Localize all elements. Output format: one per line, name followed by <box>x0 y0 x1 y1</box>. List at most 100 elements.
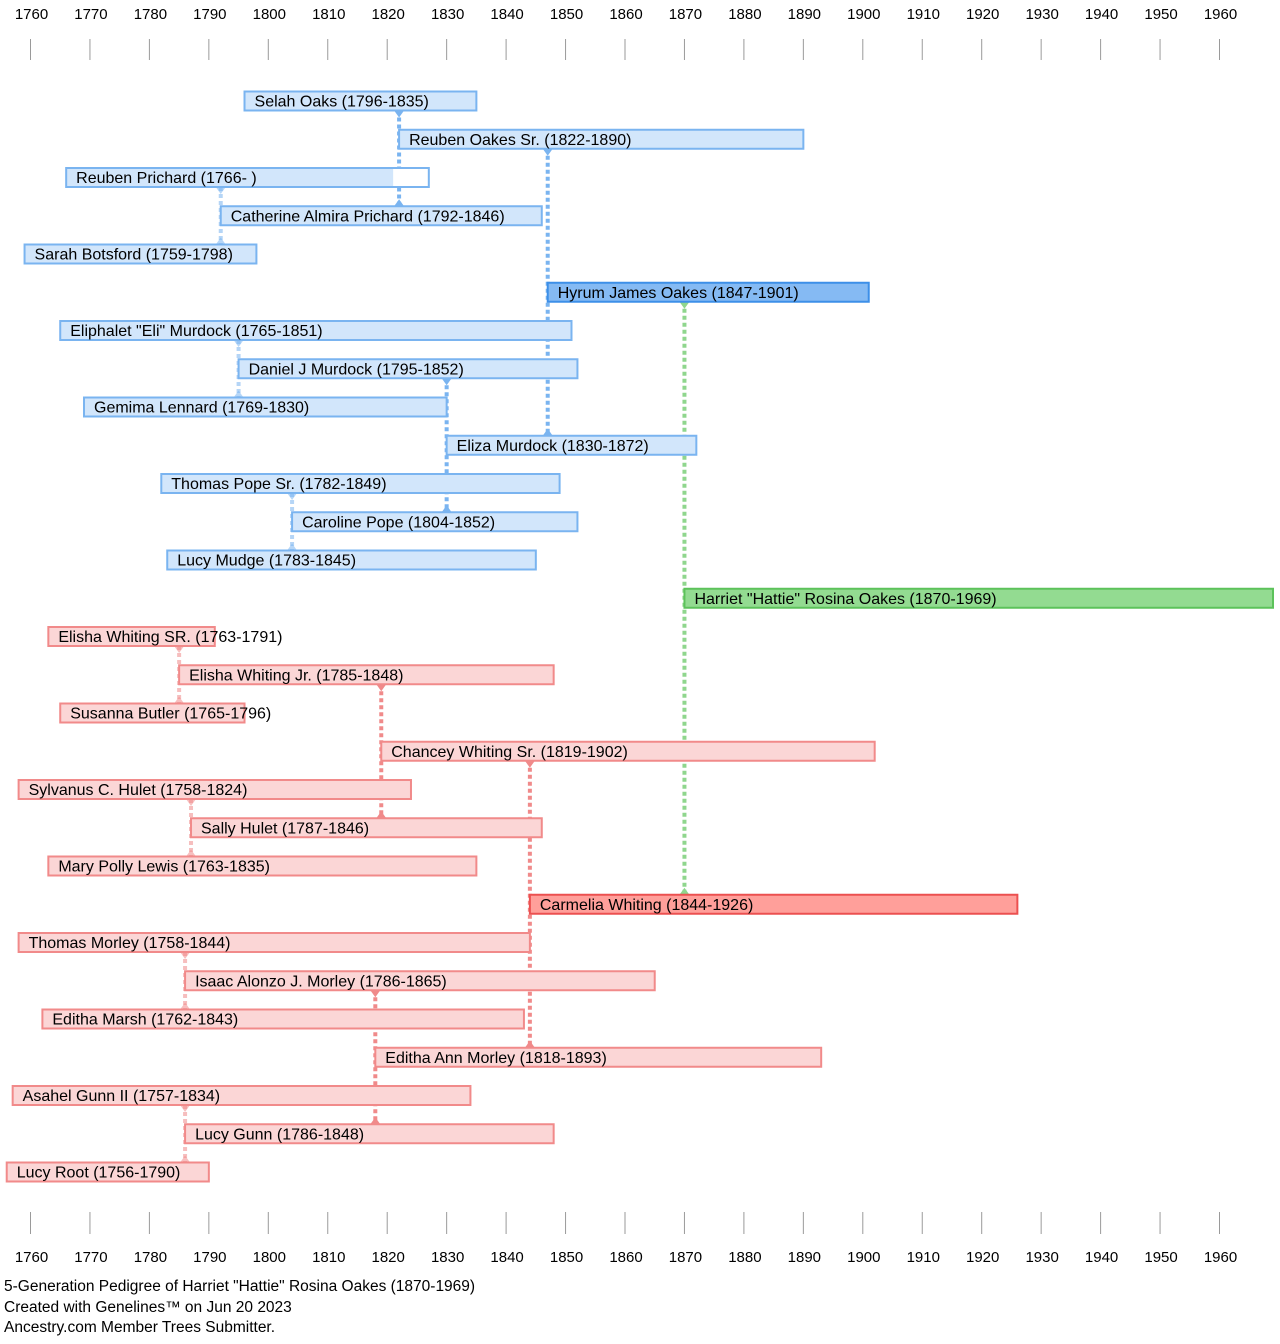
person-bar-hyrum[interactable]: Hyrum James Oakes (1847-1901) <box>546 281 870 303</box>
person-bar-carmelia[interactable]: Carmelia Whiting (1844-1926) <box>528 893 1019 915</box>
person-label: Harriet "Hattie" Rosina Oakes (1870-1969… <box>694 591 996 608</box>
person-label: Gemima Lennard (1769-1830) <box>94 400 309 417</box>
year-tick-label: 1770 <box>74 1249 107 1266</box>
person-bar-chancey[interactable]: Chancey Whiting Sr. (1819-1902) <box>380 740 876 762</box>
bar-fill <box>17 779 412 800</box>
year-tick-label: 1800 <box>253 1249 286 1266</box>
year-tick-label: 1910 <box>907 6 940 23</box>
person-bar-editha_ann[interactable]: Editha Ann Morley (1818-1893) <box>374 1046 823 1068</box>
person-bar-elisha_sr[interactable]: Elisha Whiting SR. (1763-1791) <box>47 626 282 647</box>
person-label: Lucy Mudge (1783-1845) <box>177 553 356 570</box>
year-tick-label: 1920 <box>966 6 999 23</box>
person-bar-reuben_prichard[interactable]: Reuben Prichard (1766- ) <box>65 167 430 188</box>
connector-arrow-up <box>542 428 553 436</box>
connector-arrow-up <box>441 505 452 513</box>
bar-fill <box>47 626 216 647</box>
connector-arrow-down <box>233 340 244 347</box>
person-bar-catherine[interactable]: Catherine Almira Prichard (1792-1846) <box>219 205 543 227</box>
connector-arrow-up <box>287 543 298 551</box>
bar-fill <box>190 817 543 839</box>
person-label: Selah Oaks (1796-1835) <box>255 94 429 111</box>
year-tick-label: 1840 <box>490 6 523 23</box>
year-tick-label: 1880 <box>728 1249 761 1266</box>
bar-fill <box>47 855 478 877</box>
year-tick-label: 1840 <box>490 1249 523 1266</box>
person-bar-sarah[interactable]: Sarah Botsford (1759-1798) <box>23 243 258 265</box>
connector-arrow-up <box>376 811 387 819</box>
year-tick-label: 1960 <box>1204 6 1237 23</box>
top-year-axis: 1760 1770 1780 1790 1800 1810 1820 1830 1840 1850… <box>15 6 1237 60</box>
bar-fill <box>83 396 448 418</box>
person-label: Reuben Prichard (1766- ) <box>76 170 257 187</box>
person-bar-sally[interactable]: Sally Hulet (1787-1846) <box>190 817 543 839</box>
connector-arrow-up <box>233 390 244 398</box>
bar-fill <box>528 893 1019 915</box>
person-bar-daniel[interactable]: Daniel J Murdock (1795-1852) <box>237 358 579 380</box>
year-tick-label: 1820 <box>372 6 405 23</box>
person-bar-thomas_pope[interactable]: Thomas Pope Sr. (1782-1849) <box>160 473 561 494</box>
year-tick-label: 1940 <box>1085 1249 1118 1266</box>
person-bar-editha_marsh[interactable]: Editha Marsh (1762-1843) <box>41 1008 525 1030</box>
year-tick-label: 1790 <box>193 6 226 23</box>
person-bar-eliphalet[interactable]: Eliphalet "Eli" Murdock (1765-1851) <box>59 320 573 341</box>
connector-arrow-down <box>370 990 381 998</box>
person-bar-lucy_root[interactable]: Lucy Root (1756-1790) <box>5 1161 210 1183</box>
person-label: Lucy Root (1756-1790) <box>17 1165 181 1182</box>
connector-arrow-down <box>180 952 191 959</box>
year-tick-label: 1790 <box>193 1249 226 1266</box>
bar-fill <box>546 281 870 303</box>
bottom-year-axis: 1760 1770 1780 1790 1800 1810 1820 1830 1840 1850… <box>15 1212 1237 1266</box>
bar-fill <box>11 1085 472 1106</box>
person-bar-selah[interactable]: Selah Oaks (1796-1835) <box>243 90 478 112</box>
year-tick-label: 1810 <box>312 6 345 23</box>
bar-fill <box>23 243 258 265</box>
year-tick-label: 1960 <box>1204 1249 1237 1266</box>
connector-arrow-up <box>524 1040 535 1048</box>
connector-arrow-down <box>376 684 387 692</box>
person-bar-lucy_gunn[interactable]: Lucy Gunn (1786-1848) <box>184 1123 555 1145</box>
bar-fill <box>66 168 394 187</box>
person-label: Thomas Morley (1758-1844) <box>29 935 231 952</box>
connector-arrow-down <box>215 187 226 194</box>
year-tick-label: 1780 <box>134 1249 167 1266</box>
person-bar-elisha_jr[interactable]: Elisha Whiting Jr. (1785-1848) <box>178 664 555 686</box>
bar-fill <box>160 473 561 494</box>
year-tick-label: 1950 <box>1144 6 1177 23</box>
person-bar-thomas_morley[interactable]: Thomas Morley (1758-1844) <box>17 932 531 953</box>
year-tick-label: 1900 <box>847 6 880 23</box>
year-tick-label: 1870 <box>669 1249 702 1266</box>
year-tick-label: 1850 <box>550 1249 583 1266</box>
year-tick-label: 1860 <box>609 1249 642 1266</box>
year-tick-label: 1900 <box>847 1249 880 1266</box>
person-bar-reuben_sr[interactable]: Reuben Oakes Sr. (1822-1890) <box>398 128 805 150</box>
person-label: Daniel J Murdock (1795-1852) <box>249 361 464 378</box>
footer-title: 5-Generation Pedigree of Harriet "Hattie… <box>4 1278 476 1295</box>
year-tick-label: 1830 <box>431 6 464 23</box>
person-bar-mary[interactable]: Mary Polly Lewis (1763-1835) <box>47 855 478 877</box>
person-bar-asahel[interactable]: Asahel Gunn II (1757-1834) <box>11 1085 472 1106</box>
person-label: Thomas Pope Sr. (1782-1849) <box>171 476 386 493</box>
year-tick-label: 1770 <box>74 6 107 23</box>
person-bar-gemima[interactable]: Gemima Lennard (1769-1830) <box>83 396 448 418</box>
person-label: Eliza Murdock (1830-1872) <box>457 438 649 455</box>
person-label: Caroline Pope (1804-1852) <box>302 514 495 531</box>
year-tick-label: 1870 <box>669 6 702 23</box>
connector-arrow-down <box>186 799 197 806</box>
year-tick-label: 1890 <box>788 6 821 23</box>
person-bar-susanna[interactable]: Susanna Butler (1765-1796) <box>59 702 271 724</box>
person-bar-caroline[interactable]: Caroline Pope (1804-1852) <box>291 511 579 533</box>
person-bar-lucy_mudge[interactable]: Lucy Mudge (1783-1845) <box>166 549 537 571</box>
person-bar-isaac[interactable]: Isaac Alonzo J. Morley (1786-1865) <box>184 970 656 992</box>
connector-arrow-up <box>186 849 197 857</box>
person-bar-eliza[interactable]: Eliza Murdock (1830-1872) <box>445 434 698 456</box>
person-bar-harriet[interactable]: Harriet "Hattie" Rosina Oakes (1870-1969… <box>683 587 1275 609</box>
year-tick-label: 1860 <box>609 6 642 23</box>
year-tick-label: 1800 <box>253 6 286 23</box>
bar-fill <box>184 1123 555 1145</box>
year-tick-label: 1820 <box>372 1249 405 1266</box>
person-label: Editha Marsh (1762-1843) <box>52 1012 238 1029</box>
person-bar-sylvanus[interactable]: Sylvanus C. Hulet (1758-1824) <box>17 779 412 800</box>
person-label: Susanna Butler (1765-1796) <box>70 706 271 723</box>
connector-arrow-down <box>180 1105 191 1112</box>
connector-arrow-down <box>287 493 298 500</box>
